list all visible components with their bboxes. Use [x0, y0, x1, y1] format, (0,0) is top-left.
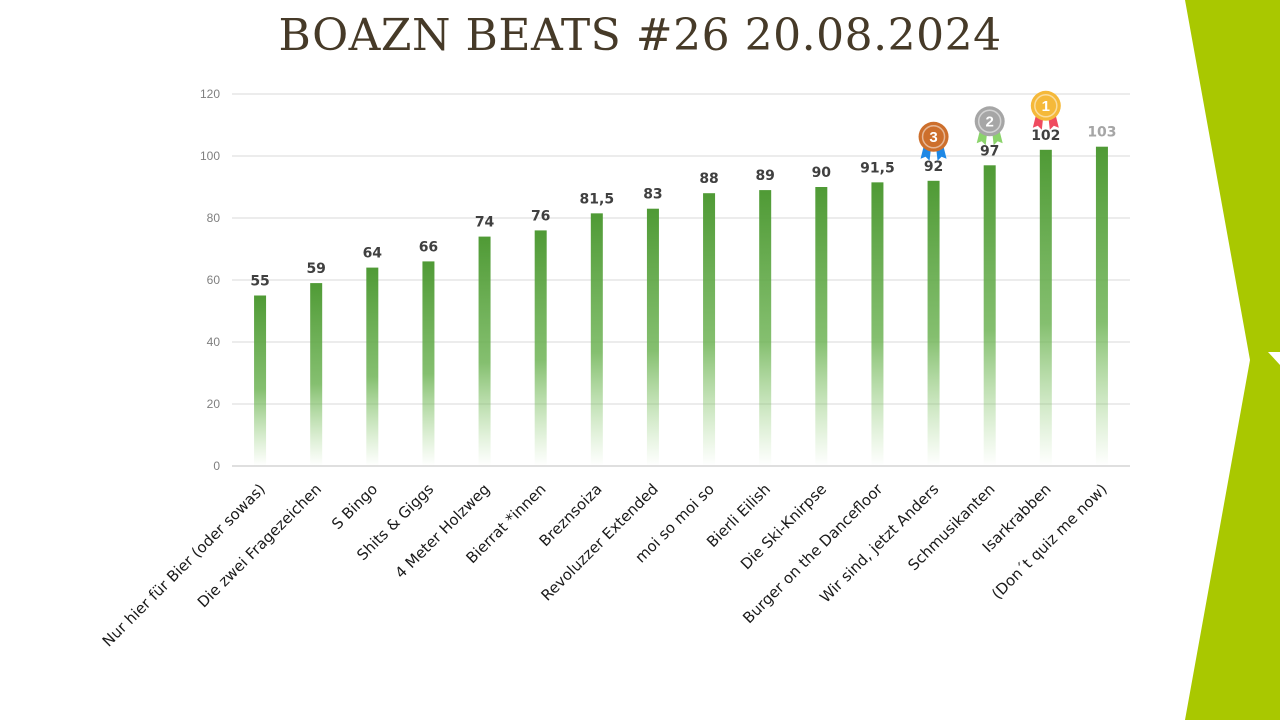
data-label: 83 [643, 187, 662, 203]
category-label: S Bingo [328, 480, 381, 533]
bar [254, 295, 267, 466]
data-label: 90 [812, 165, 832, 181]
y-axis-ticks: 0 20 40 60 80 100 120 [200, 87, 220, 473]
y-tick-label: 40 [207, 335, 221, 349]
category-labels: Nur hier für Bier (oder sowas)Die zwei F… [99, 480, 1111, 651]
slide-title: BOAZN BEATS #26 20.08.2024 [278, 10, 1002, 61]
medal-rank-label: 2 [986, 113, 994, 130]
data-labels: 55 59 64 66 74 76 81,5 83 88 89 90 91,5 92 97 102 103 [250, 125, 1116, 290]
data-label: 55 [250, 274, 269, 290]
bronze-medal-icon: 3 [918, 121, 949, 161]
bars [254, 146, 1108, 467]
y-tick-label: 0 [213, 459, 220, 473]
bar [310, 283, 323, 466]
data-label: 92 [924, 159, 943, 175]
y-tick-label: 80 [207, 211, 221, 225]
bar [1095, 146, 1108, 466]
data-label: 91,5 [860, 160, 895, 176]
data-label: 76 [531, 208, 550, 224]
data-label: 97 [980, 143, 999, 159]
bar [983, 165, 996, 467]
bar [815, 187, 828, 466]
accent-shape [1185, 0, 1280, 720]
data-label: 102 [1031, 128, 1060, 144]
bar [478, 236, 491, 466]
bar [590, 213, 603, 466]
medal-rank-label: 1 [1042, 98, 1050, 115]
data-label: 89 [755, 168, 774, 184]
y-tick-label: 20 [207, 397, 221, 411]
bar [646, 208, 659, 466]
gridlines [232, 93, 1130, 467]
bar [703, 193, 716, 466]
bar [871, 182, 884, 466]
data-label: 74 [475, 215, 495, 231]
data-label: 66 [419, 239, 438, 255]
data-label: 103 [1087, 125, 1116, 141]
gold-medal-icon: 1 [1030, 90, 1061, 130]
bar [759, 190, 772, 466]
y-tick-label: 100 [200, 149, 220, 163]
bar [534, 230, 547, 466]
data-label: 88 [699, 171, 718, 187]
data-label: 59 [306, 261, 325, 277]
medal-rank-label: 3 [929, 129, 937, 146]
y-tick-label: 120 [200, 87, 220, 101]
bar [1039, 149, 1052, 467]
silver-medal-icon: 2 [974, 106, 1005, 146]
y-tick-label: 60 [207, 273, 221, 287]
category-label: (Don´t quiz me now) [988, 480, 1111, 603]
data-label: 64 [363, 246, 383, 262]
bar [927, 180, 940, 467]
category-label: 4 Meter Holzweg [392, 480, 494, 582]
bar [422, 261, 435, 466]
bar [366, 267, 379, 466]
medals: 3 2 1 [918, 90, 1061, 161]
data-label: 81,5 [580, 191, 615, 207]
